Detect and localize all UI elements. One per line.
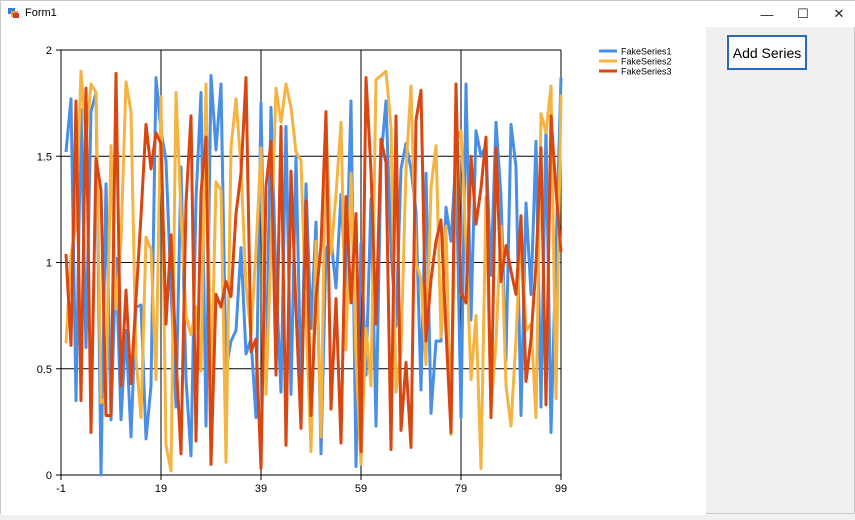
legend-label: FakeSeries3 xyxy=(621,67,672,77)
legend-label: FakeSeries2 xyxy=(621,57,672,67)
title-bar[interactable]: Form1 — ☐ ✕ xyxy=(1,1,855,27)
x-tick-label: 19 xyxy=(155,483,167,495)
y-tick-label: 0 xyxy=(46,470,52,482)
y-tick-label: 0.5 xyxy=(37,364,52,376)
minimize-button[interactable]: — xyxy=(760,6,774,22)
close-button[interactable]: ✕ xyxy=(833,6,845,21)
window-title: Form1 xyxy=(25,7,57,19)
x-tick-label: 39 xyxy=(255,483,267,495)
x-tick-label: 59 xyxy=(355,483,367,495)
maximize-button[interactable]: ☐ xyxy=(797,6,809,21)
series-line-fakeseries3 xyxy=(64,71,563,471)
x-tick-label: -1 xyxy=(56,483,66,495)
series-line-fakeseries1 xyxy=(64,74,563,477)
add-series-button[interactable]: Add Series xyxy=(727,35,807,70)
legend-label: FakeSeries1 xyxy=(621,47,672,57)
y-tick-label: 2 xyxy=(46,45,52,57)
app-icon xyxy=(8,7,20,19)
chart-panel: 0 0.5 1 1.5 2 -1 19 39 59 79 99 FakeSeries1 FakeSeri… xyxy=(1,27,706,515)
x-tick-label: 99 xyxy=(555,483,567,495)
y-tick-label: 1.5 xyxy=(37,151,52,163)
x-tick-label: 79 xyxy=(455,483,467,495)
y-tick-label: 1 xyxy=(46,258,52,270)
line-chart: 00.511.52-1 19 39 59 79 99FakeSeries1FakeSeri… xyxy=(37,45,672,495)
